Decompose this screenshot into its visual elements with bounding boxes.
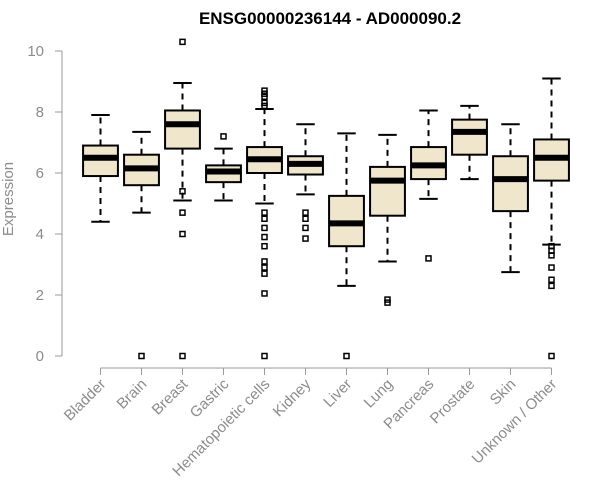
outlier-point bbox=[179, 188, 186, 195]
outlier-point bbox=[179, 352, 186, 360]
x-tick-label: Prostate bbox=[427, 376, 479, 428]
x-tick-label: Brain bbox=[114, 376, 151, 413]
outlier-point bbox=[425, 255, 432, 262]
chart-title: ENSG00000236144 - AD000090.2 bbox=[199, 9, 461, 28]
y-tick-label: 6 bbox=[36, 165, 44, 182]
outlier-point bbox=[302, 224, 309, 232]
box-group bbox=[205, 133, 242, 202]
x-tick-label: Kidney bbox=[270, 375, 315, 420]
outlier-point bbox=[548, 264, 555, 271]
outlier-point bbox=[261, 90, 268, 97]
box-group bbox=[451, 104, 488, 181]
outlier-point bbox=[302, 209, 309, 216]
box-group bbox=[123, 130, 160, 360]
y-tick-label: 4 bbox=[36, 226, 44, 243]
box-group bbox=[287, 123, 324, 242]
box-group bbox=[410, 109, 447, 262]
outlier-point bbox=[261, 224, 268, 232]
outlier-point bbox=[384, 299, 391, 306]
outlier-point bbox=[138, 352, 145, 360]
outlier-point bbox=[302, 215, 309, 222]
x-tick-label: Bladder bbox=[61, 376, 110, 425]
outlier-point bbox=[220, 133, 227, 140]
outlier-point bbox=[261, 258, 268, 265]
box bbox=[369, 165, 406, 217]
outlier-point bbox=[261, 264, 268, 271]
outlier-point bbox=[548, 282, 555, 290]
y-tick-label: 0 bbox=[36, 348, 44, 365]
x-tick-label: Breast bbox=[149, 375, 192, 418]
outlier-point bbox=[179, 230, 186, 238]
outlier-point bbox=[261, 352, 268, 360]
box-group bbox=[246, 87, 283, 360]
x-tick-label: Lung bbox=[361, 376, 397, 412]
boxes-layer bbox=[82, 38, 570, 360]
outlier-point bbox=[179, 38, 186, 46]
outlier-point bbox=[261, 242, 268, 250]
y-axis-label: Expression bbox=[0, 162, 17, 236]
y-tick-label: 8 bbox=[36, 104, 44, 121]
box bbox=[82, 144, 119, 178]
x-tick-label: Skin bbox=[487, 376, 520, 409]
outlier-point bbox=[261, 233, 268, 241]
outlier-point bbox=[343, 352, 350, 360]
box bbox=[492, 155, 529, 213]
box-group bbox=[369, 133, 406, 306]
outlier-point bbox=[261, 209, 268, 216]
outlier-point bbox=[261, 215, 268, 222]
outlier-point bbox=[261, 270, 268, 277]
box bbox=[164, 109, 201, 150]
box bbox=[451, 118, 488, 156]
outlier-point bbox=[179, 209, 186, 216]
x-tick-label: Liver bbox=[320, 376, 355, 411]
y-tick-label: 10 bbox=[27, 43, 44, 60]
outlier-point bbox=[302, 235, 309, 242]
outlier-point bbox=[548, 252, 555, 259]
box-group bbox=[533, 77, 570, 360]
box-group bbox=[164, 38, 201, 360]
y-axis: 0 2 4 6 8 10 bbox=[27, 43, 63, 365]
box-group bbox=[328, 132, 365, 360]
outlier-point bbox=[548, 276, 555, 283]
box-group bbox=[492, 123, 529, 274]
y-tick-label: 2 bbox=[36, 287, 44, 304]
outlier-point bbox=[548, 352, 555, 360]
outlier-point bbox=[261, 290, 268, 297]
outlier-point bbox=[261, 102, 268, 110]
box-group bbox=[82, 114, 119, 223]
